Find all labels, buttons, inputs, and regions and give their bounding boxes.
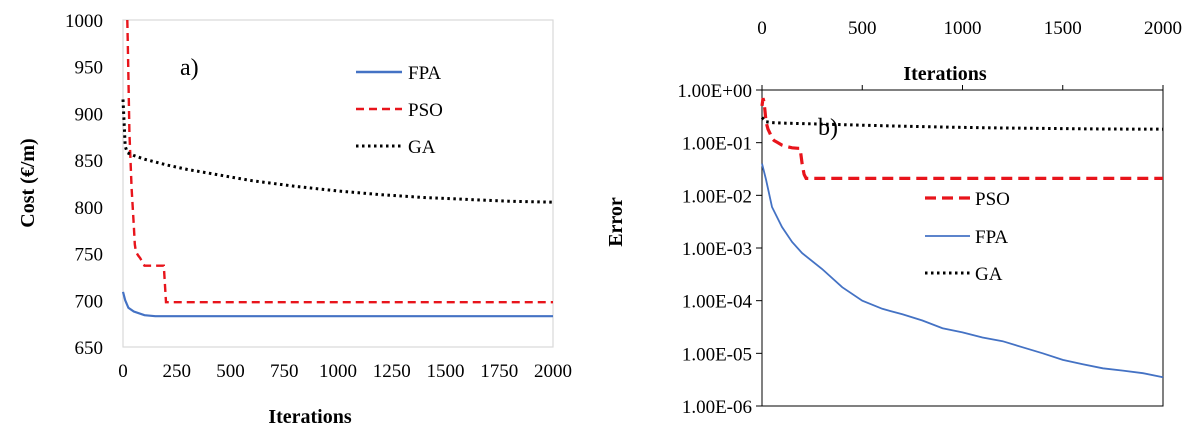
chart-a-y-tick-label: 700: [75, 291, 104, 312]
chart-a-series-line-ga: [121, 99, 554, 204]
chart-a-y-tick-label: 950: [75, 58, 104, 79]
chart-a-y-tick-label: 800: [75, 198, 104, 219]
chart-a-y-tick-label: 750: [75, 245, 104, 266]
chart-b-series-line-fpa: [761, 163, 1164, 379]
chart-a-y-ticks: 650 700 750 800 850 900 950 1000: [65, 11, 103, 359]
chart-a-x-tick-label: 1000: [319, 361, 357, 382]
chart-b-legend: PSO FPA GA: [925, 189, 1010, 285]
chart-b-y-tick-label: 1.00E-02: [682, 186, 752, 207]
chart-a-panel-label: a): [180, 55, 199, 81]
chart-a-x-tick-label: 1750: [480, 361, 518, 382]
chart-b-y-axis-title: Error: [605, 197, 627, 247]
chart-a-y-axis-title: Cost (€/m): [17, 138, 39, 227]
chart-a-series-line-pso: [126, 19, 553, 304]
chart-a-legend-label-ga: GA: [408, 137, 436, 158]
chart-a-x-ticks: 0 250 500 750 1000 1250 1500 1750 2000: [118, 361, 572, 382]
chart-b-series-line-ga: [760, 116, 1164, 131]
chart-a-y-tick-label: 1000: [65, 11, 103, 32]
chart-a-legend-label-fpa: FPA: [408, 63, 441, 84]
chart-b: 1.00E+00 1.00E-01 1.00E-02 1.00E-03 1.00E-04…: [605, 18, 1182, 418]
chart-b-legend-label-pso: PSO: [975, 189, 1010, 210]
chart-a: 650 700 750 800 850 900 950 1000 0 250 500 750 1000…: [17, 11, 572, 428]
chart-b-y-tick-label: 1.00E+00: [677, 81, 752, 102]
chart-b-x-tick-label: 1000: [944, 18, 982, 39]
chart-b-x-tick-label: 0: [757, 18, 767, 39]
chart-b-y-tick-label: 1.00E-03: [682, 239, 752, 260]
chart-b-y-tick-label: 1.00E-06: [682, 397, 752, 418]
chart-a-legend-label-pso: PSO: [408, 100, 443, 121]
chart-a-y-tick-label: 900: [75, 104, 104, 125]
chart-b-y-tick-label: 1.00E-01: [682, 134, 752, 155]
chart-b-x-tick-label: 500: [848, 18, 877, 39]
chart-a-x-axis-title: Iterations: [268, 406, 352, 428]
chart-a-series-line-fpa: [121, 291, 553, 318]
chart-a-x-tick-label: 1250: [373, 361, 411, 382]
chart-a-legend: FPA PSO GA: [356, 63, 443, 158]
chart-a-x-tick-label: 750: [270, 361, 299, 382]
chart-a-x-tick-label: 250: [163, 361, 192, 382]
chart-b-series-line-pso: [760, 97, 1163, 180]
chart-b-y-tick-label: 1.00E-05: [682, 344, 752, 365]
chart-a-x-tick-label: 0: [118, 361, 128, 382]
chart-a-x-tick-label: 500: [216, 361, 245, 382]
chart-a-x-tick-label: 2000: [534, 361, 572, 382]
chart-a-y-tick-label: 650: [75, 338, 104, 359]
chart-a-plot-area: [122, 19, 554, 348]
chart-b-y-ticks: 1.00E+00 1.00E-01 1.00E-02 1.00E-03 1.00E-04…: [677, 81, 762, 418]
chart-b-legend-label-ga: GA: [975, 264, 1003, 285]
chart-b-panel-label: b): [818, 115, 838, 141]
chart-a-series: [121, 19, 554, 318]
chart-b-y-tick-label: 1.00E-04: [682, 292, 753, 313]
chart-b-x-axis-title: Iterations: [903, 63, 987, 85]
chart-b-x-tick-label: 2000: [1144, 18, 1182, 39]
chart-b-x-tick-label: 1500: [1044, 18, 1082, 39]
chart-b-legend-label-fpa: FPA: [975, 227, 1008, 248]
chart-a-x-tick-label: 1500: [427, 361, 465, 382]
chart-a-y-tick-label: 850: [75, 151, 104, 172]
chart-b-x-ticks: 0 500 1000 1500 2000: [757, 18, 1182, 90]
chart-b-series: [760, 97, 1164, 379]
